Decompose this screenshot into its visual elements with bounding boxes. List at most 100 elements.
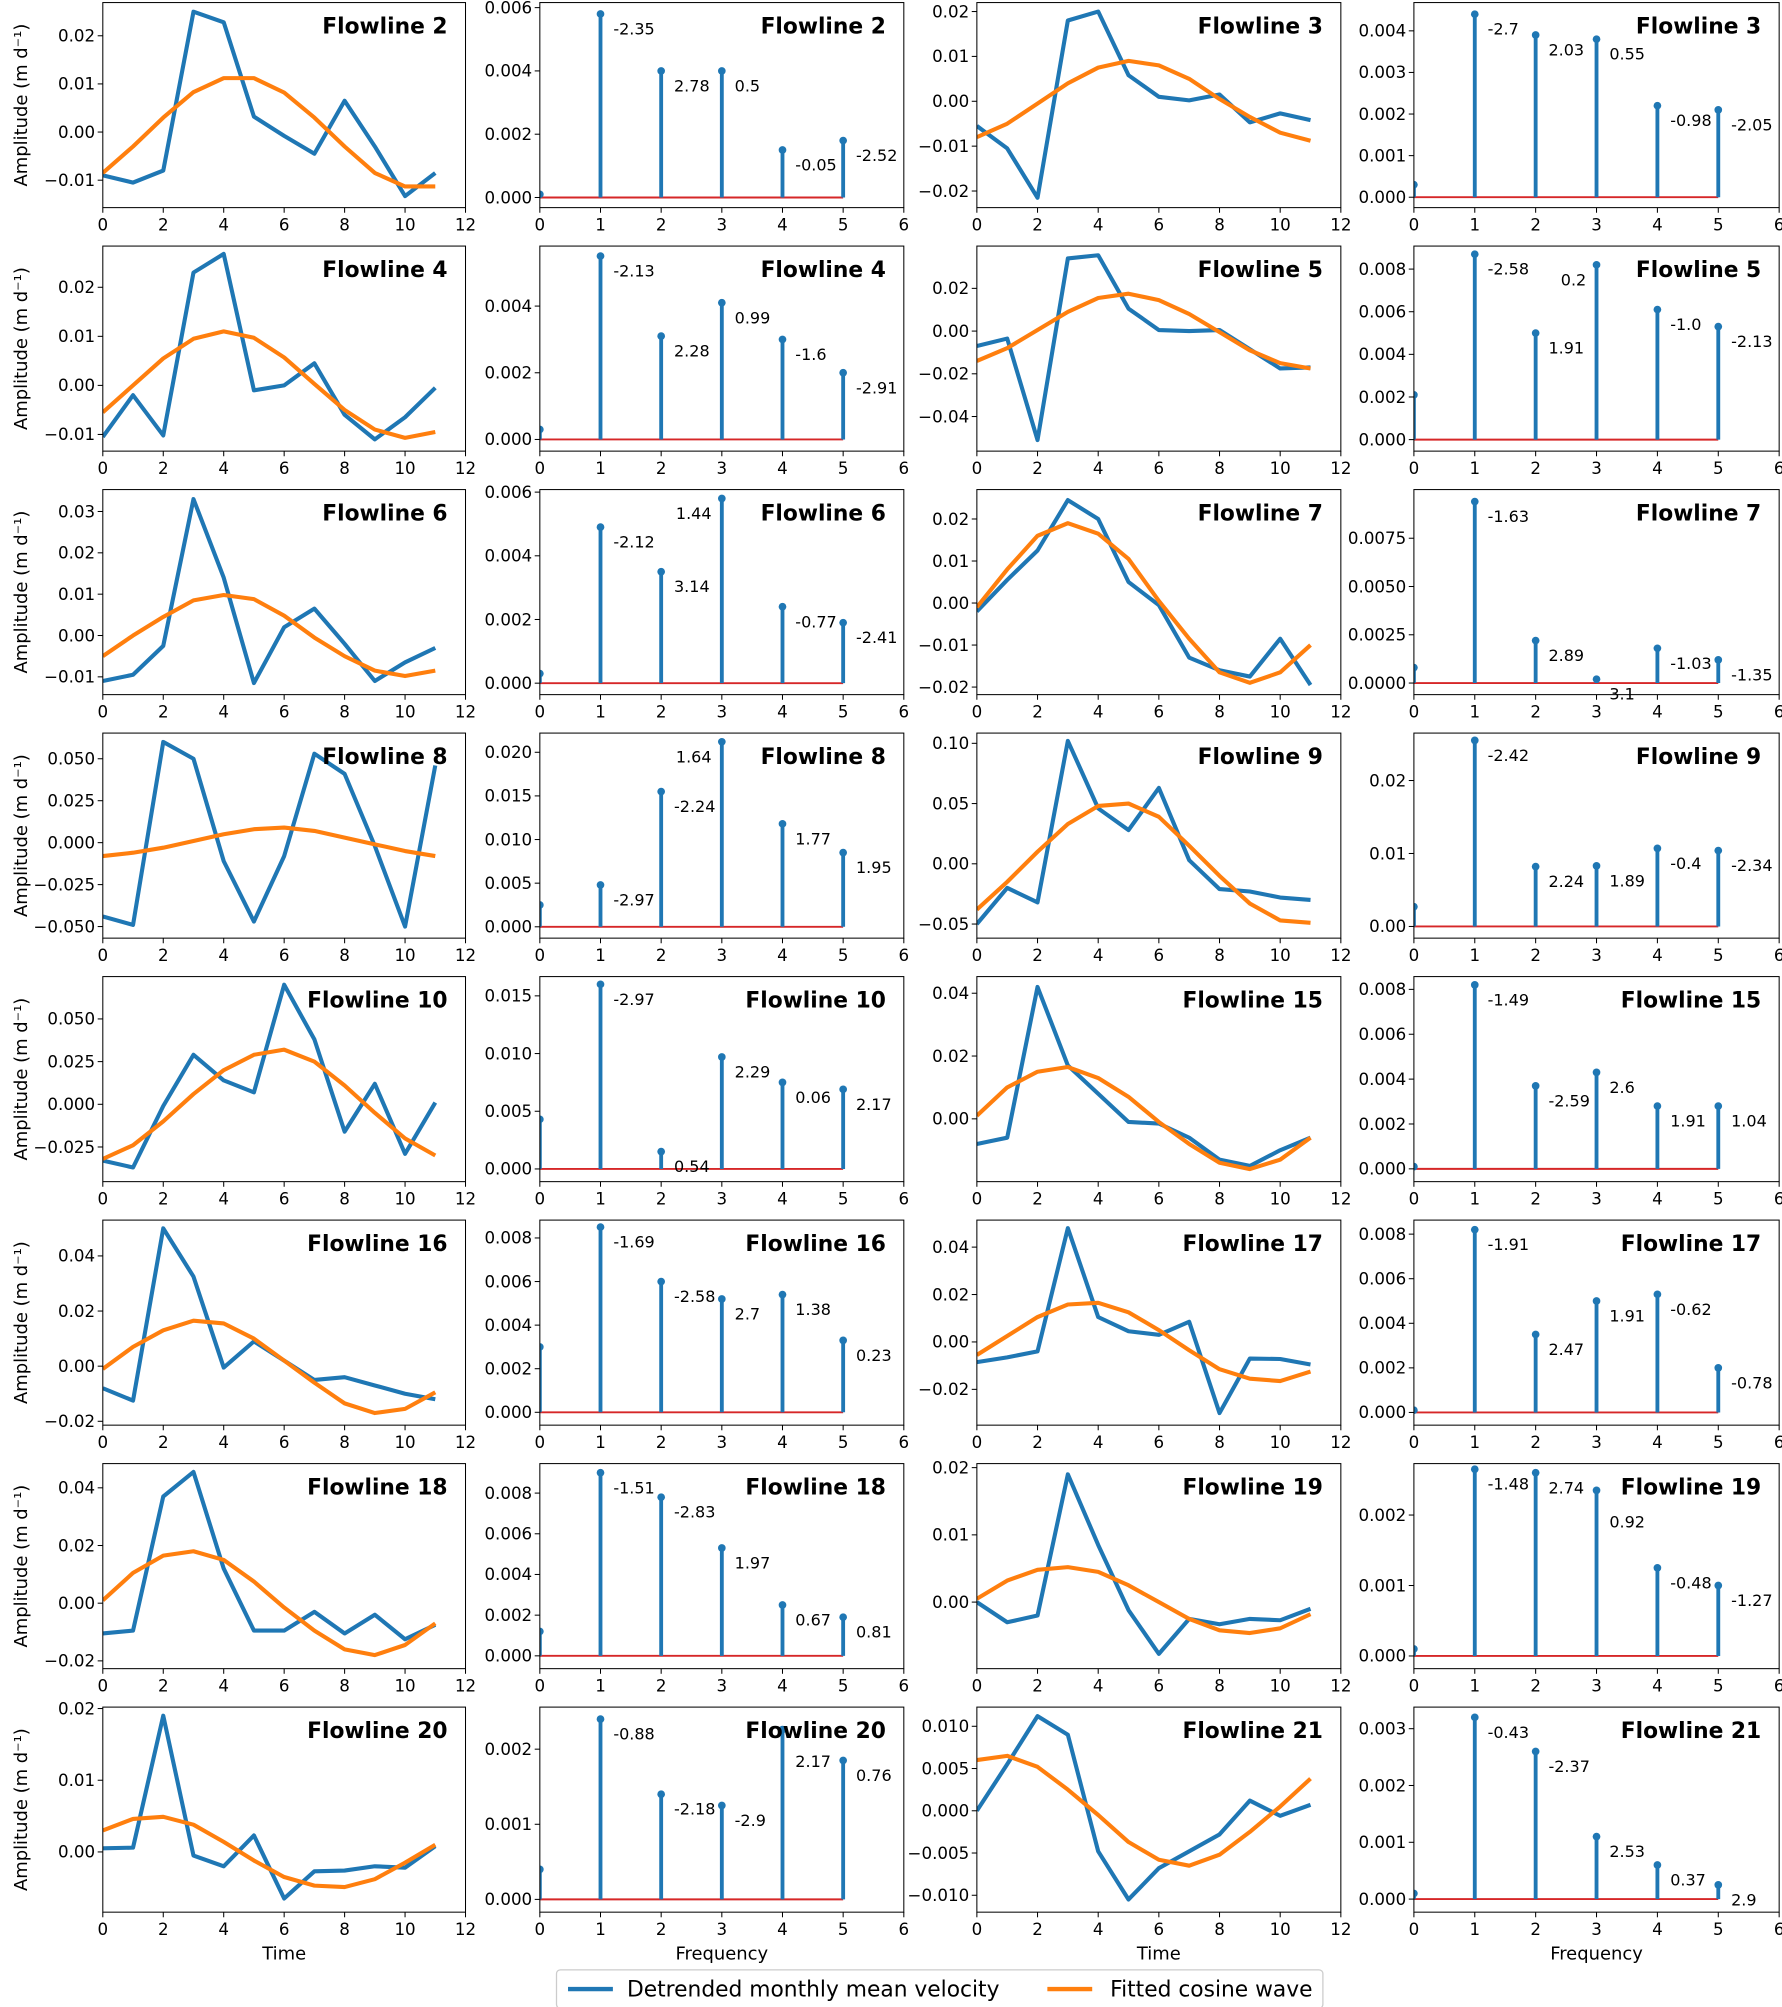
subplot-title: Flowline 3 <box>1636 14 1761 39</box>
x-tick-label: 6 <box>279 1677 290 1696</box>
stem-marker <box>596 523 605 531</box>
x-tick-label: 8 <box>339 1677 350 1696</box>
y-tick-label: 0.000 <box>1359 188 1407 207</box>
subplot-13: 0 2 4 6 8 10 12 0.050 0.025 0.000 −0.025 −0.050 Flow… <box>11 732 476 965</box>
subplot-title: Flowline 9 <box>1636 745 1761 770</box>
x-tick-label: 2 <box>656 216 667 235</box>
x-tick-label: 8 <box>1214 216 1225 235</box>
axes-frame <box>976 1706 1342 1913</box>
x-tick-label: 12 <box>1330 216 1351 235</box>
x-tick-label: 3 <box>717 1920 728 1939</box>
cosine-fit-line <box>102 329 436 440</box>
axes-frame <box>539 489 905 696</box>
phase-label: -2.91 <box>856 378 897 397</box>
phase-label: 0.67 <box>795 1610 831 1629</box>
phase-label: -2.41 <box>856 628 897 647</box>
stem-marker <box>1592 675 1601 684</box>
x-tick-label: 0 <box>535 1190 546 1209</box>
y-tick-label: 0.006 <box>484 483 532 502</box>
y-tick-label: 0.008 <box>1359 980 1407 999</box>
x-tick-label: 4 <box>218 946 229 965</box>
stem-marker <box>1531 1747 1540 1756</box>
x-tick-label: 0 <box>535 1433 546 1452</box>
x-tick-label: 1 <box>1469 946 1480 965</box>
y-tick-label: 0.008 <box>1359 1225 1407 1244</box>
y-tick-label: 0.002 <box>484 610 532 629</box>
phase-label: -1.51 <box>613 1478 654 1497</box>
y-tick-label: 0.000 <box>484 1647 532 1666</box>
y-tick-label: 0.02 <box>58 1302 95 1321</box>
stem-marker <box>539 425 544 434</box>
stem-marker <box>1714 1364 1723 1372</box>
subplot-23: 0 2 4 6 8 10 12 0.04 0.02 0.00 −0.02 Flowline 17 <box>918 1219 1351 1452</box>
stem-marker <box>717 737 726 746</box>
phase-label: -2.35 <box>613 19 654 38</box>
axes-frame <box>976 1219 1342 1426</box>
y-tick-label: 0.00 <box>932 855 969 874</box>
y-tick-label: 0.003 <box>1359 1719 1407 1738</box>
x-tick-label: 6 <box>899 703 910 722</box>
plot-area <box>102 251 437 442</box>
x-tick-label: 10 <box>394 703 415 722</box>
phase-label: -2.97 <box>613 990 654 1009</box>
stem-marker <box>1592 1486 1601 1495</box>
x-tick-label: 12 <box>455 1677 476 1696</box>
phase-label: -0.78 <box>1731 1373 1772 1392</box>
subplot-title: Flowline 2 <box>322 14 447 39</box>
plot-area <box>539 1468 847 1657</box>
y-tick-label: −0.01 <box>918 137 969 156</box>
stem-marker <box>657 1147 666 1156</box>
subplot-title: Flowline 18 <box>307 1475 447 1500</box>
cosine-fit-line <box>102 1318 437 1416</box>
stem-marker <box>1714 106 1723 114</box>
y-tick-label: 0.002 <box>1359 1359 1407 1378</box>
x-tick-label: 0 <box>535 459 546 478</box>
stem-marker <box>1413 391 1418 399</box>
x-tick-label: 6 <box>1774 1190 1782 1209</box>
x-tick-label: 4 <box>777 1433 788 1452</box>
velocity-line <box>102 739 438 929</box>
axes-frame <box>539 1219 905 1426</box>
subplot-title: Flowline 10 <box>745 988 885 1013</box>
x-tick-label: 10 <box>394 1190 415 1209</box>
y-tick-label: 0.000 <box>484 674 532 693</box>
subplot-title: Flowline 15 <box>1621 988 1761 1013</box>
stem-marker <box>657 567 666 576</box>
phase-label: 1.91 <box>1548 339 1584 358</box>
axes-frame <box>102 732 467 939</box>
subplot-27: 0 2 4 6 8 10 12 0.02 0.01 0.00 Flowline 19 <box>932 1458 1351 1695</box>
x-tick-label: 0 <box>972 946 983 965</box>
subplot-15: 0 2 4 6 8 10 12 0.10 0.05 0.00 −0.05 Flowline 9 <box>918 732 1351 965</box>
phase-label: 2.17 <box>795 1752 831 1771</box>
x-tick-label: 12 <box>1330 946 1351 965</box>
y-axis-label: Amplitude (m d⁻¹) <box>11 754 32 917</box>
stem-marker <box>596 881 605 889</box>
legend: Detrended monthly mean velocity Fitted co… <box>555 1969 1324 2007</box>
stem-marker <box>1470 497 1479 506</box>
x-tick-label: 8 <box>1214 1433 1225 1452</box>
y-tick-label: −0.01 <box>44 171 95 190</box>
x-tick-label: 2 <box>158 459 169 478</box>
x-tick-label: 6 <box>279 459 290 478</box>
y-tick-label: −0.04 <box>918 407 969 426</box>
x-tick-label: 8 <box>339 1190 350 1209</box>
y-tick-label: 0.04 <box>58 1479 95 1498</box>
y-tick-label: −0.02 <box>918 1380 969 1399</box>
phase-label: -1.0 <box>1670 315 1701 334</box>
y-tick-label: 0.015 <box>484 787 532 806</box>
axes-frame <box>102 245 467 452</box>
y-tick-label: −0.02 <box>918 678 969 697</box>
stem-marker <box>1714 656 1723 664</box>
x-tick-label: 0 <box>972 459 983 478</box>
x-tick-label: 4 <box>1093 703 1104 722</box>
y-tick-label: 0.006 <box>1359 1269 1407 1288</box>
y-tick-label: 0.015 <box>484 987 532 1006</box>
y-tick-label: 0.00 <box>932 1333 969 1352</box>
x-tick-label: 1 <box>595 216 606 235</box>
x-tick-label: 12 <box>455 216 476 235</box>
axes-frame <box>539 2 905 209</box>
x-tick-label: 0 <box>972 216 983 235</box>
stem-marker <box>778 602 787 611</box>
subplot-20: 0 1 2 3 4 5 6 0.008 0.006 0.004 0.002 0.000 Flowline… <box>1359 976 1782 1209</box>
plot-area <box>539 1223 847 1414</box>
